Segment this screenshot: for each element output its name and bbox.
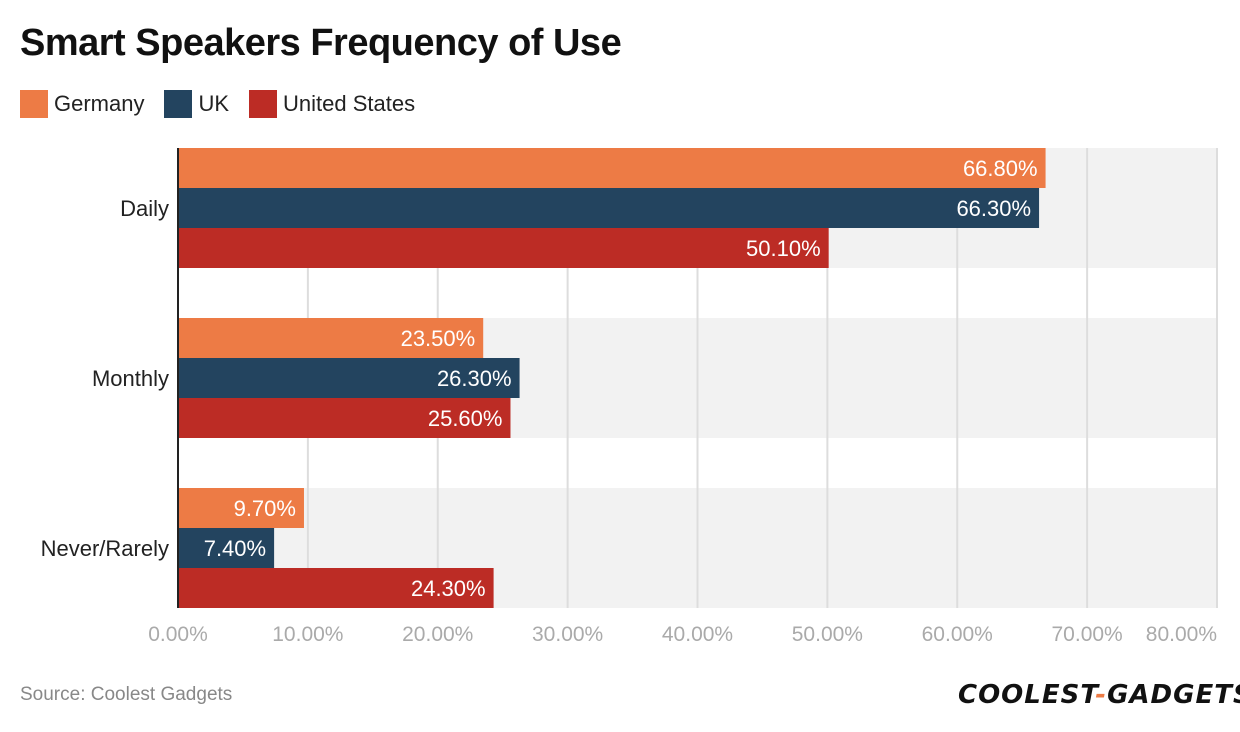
legend-label-united-states: United States	[283, 91, 416, 116]
x-tick-label-80: 80.00%	[1146, 623, 1217, 646]
brand-logo-dash: -	[1095, 680, 1108, 710]
chart-title: Smart Speakers Frequency of Use	[20, 22, 622, 64]
legend-label-germany: Germany	[54, 91, 145, 116]
bar-uk-daily	[178, 188, 1040, 228]
x-tick-label-10: 10.00%	[272, 623, 343, 646]
bar-germany-never-rarely	[178, 488, 304, 528]
bar-germany-daily	[178, 148, 1046, 188]
brand-logo-right: GADGETS	[1107, 680, 1240, 710]
data-label-germany-daily: 66.80%	[963, 156, 1038, 181]
legend-item-united-states: United States	[249, 90, 415, 118]
data-label-united-states-never-rarely: 24.30%	[411, 576, 486, 601]
legend: Germany UK United States	[20, 90, 435, 118]
legend-swatch-uk	[164, 90, 193, 118]
x-tick-label-60: 60.00%	[922, 623, 993, 646]
data-label-uk-monthly: 26.30%	[437, 366, 512, 391]
legend-swatch-germany	[20, 90, 48, 118]
legend-item-uk: UK	[164, 90, 229, 118]
bar-uk-never-rarely	[178, 528, 275, 568]
data-label-united-states-monthly: 25.60%	[428, 406, 503, 431]
x-tick-label-50: 50.00%	[792, 623, 863, 646]
data-label-united-states-daily: 50.10%	[746, 236, 821, 261]
bar-germany-monthly	[178, 318, 484, 358]
x-tick-label-0: 0.00%	[148, 623, 208, 646]
x-tick-label-30: 30.00%	[532, 623, 603, 646]
legend-label-uk: UK	[198, 91, 230, 116]
source-note: Source: Coolest Gadgets	[20, 684, 233, 705]
legend-swatch-united-states	[249, 90, 278, 118]
brand-logo-left: COOLEST	[958, 680, 1096, 710]
category-label-daily: Daily	[120, 196, 169, 221]
bar-united-states-never-rarely	[178, 568, 494, 608]
brand-logo: COOLEST-GADGETS	[958, 680, 1240, 710]
x-tick-label-70: 70.00%	[1052, 623, 1123, 646]
bar-uk-monthly	[178, 358, 520, 398]
x-tick-label-40: 40.00%	[662, 623, 733, 646]
data-label-germany-monthly: 23.50%	[401, 326, 476, 351]
data-label-uk-never-rarely: 7.40%	[204, 536, 266, 561]
data-label-uk-daily: 66.30%	[956, 196, 1031, 221]
legend-item-germany: Germany	[20, 90, 144, 118]
bar-united-states-daily	[178, 228, 829, 268]
category-label-never-rarely: Never/Rarely	[41, 536, 169, 561]
bar-united-states-monthly	[178, 398, 511, 438]
category-label-monthly: Monthly	[92, 366, 169, 391]
x-tick-label-20: 20.00%	[402, 623, 473, 646]
data-label-germany-never-rarely: 9.70%	[234, 496, 296, 521]
